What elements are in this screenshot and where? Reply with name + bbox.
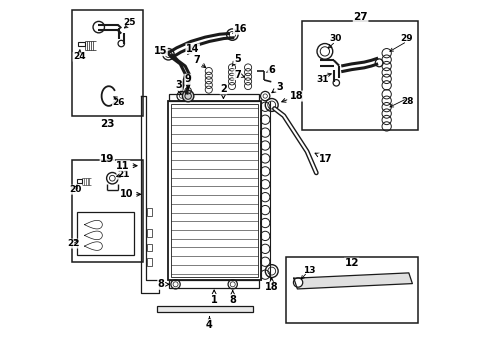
Text: 17: 17 bbox=[314, 153, 332, 163]
Text: 14: 14 bbox=[185, 44, 199, 54]
Text: 31: 31 bbox=[315, 75, 328, 84]
Text: 6: 6 bbox=[266, 65, 274, 75]
Circle shape bbox=[293, 278, 302, 287]
Text: 22: 22 bbox=[67, 239, 80, 248]
Bar bbox=[147, 244, 151, 251]
Bar bbox=[72, 10, 142, 116]
Bar bbox=[167, 102, 260, 280]
Circle shape bbox=[182, 90, 193, 102]
Bar bbox=[157, 306, 253, 312]
Text: 3: 3 bbox=[175, 80, 182, 94]
Bar bbox=[169, 280, 258, 288]
Text: 10: 10 bbox=[120, 189, 141, 199]
Text: 20: 20 bbox=[70, 185, 82, 194]
Text: 8: 8 bbox=[229, 291, 236, 305]
Bar bbox=[301, 21, 417, 130]
Bar bbox=[147, 258, 151, 266]
Bar bbox=[285, 257, 417, 323]
Text: 12: 12 bbox=[344, 258, 358, 268]
Text: 4: 4 bbox=[206, 316, 212, 330]
Bar bbox=[78, 42, 84, 46]
Text: 13: 13 bbox=[302, 266, 314, 275]
Text: 29: 29 bbox=[400, 35, 412, 44]
Bar bbox=[77, 179, 82, 183]
Text: 21: 21 bbox=[117, 170, 129, 179]
Text: 7: 7 bbox=[192, 55, 205, 68]
Bar bbox=[147, 229, 151, 237]
Bar bbox=[77, 212, 134, 255]
Bar bbox=[169, 94, 258, 102]
Bar bbox=[170, 104, 257, 277]
Text: 2: 2 bbox=[220, 84, 226, 99]
Bar bbox=[147, 208, 151, 216]
Text: 8: 8 bbox=[158, 279, 169, 289]
Text: 1: 1 bbox=[210, 290, 217, 305]
Text: 23: 23 bbox=[100, 118, 114, 129]
Polygon shape bbox=[293, 273, 411, 289]
Text: 15: 15 bbox=[154, 46, 167, 56]
Text: 24: 24 bbox=[73, 52, 85, 61]
Text: 26: 26 bbox=[112, 98, 125, 107]
Bar bbox=[72, 160, 142, 262]
Text: 9: 9 bbox=[184, 74, 191, 89]
Text: 7: 7 bbox=[233, 69, 244, 80]
Text: 5: 5 bbox=[232, 54, 240, 66]
Text: 18: 18 bbox=[281, 91, 303, 102]
Text: 25: 25 bbox=[123, 18, 136, 27]
Text: 28: 28 bbox=[400, 97, 412, 106]
Text: 3: 3 bbox=[271, 82, 282, 93]
Text: 11: 11 bbox=[116, 161, 137, 171]
Text: 16: 16 bbox=[232, 24, 246, 34]
Text: 30: 30 bbox=[329, 35, 341, 44]
Text: 19: 19 bbox=[100, 154, 114, 164]
Text: 18: 18 bbox=[264, 278, 278, 292]
Text: 27: 27 bbox=[352, 12, 367, 22]
